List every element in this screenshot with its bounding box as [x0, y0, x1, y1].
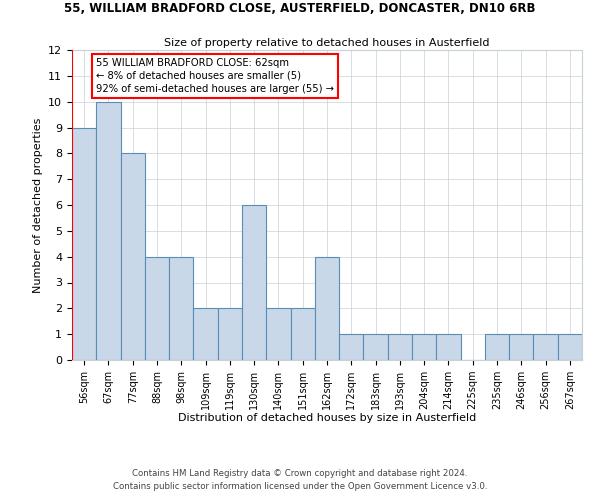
- Bar: [485, 334, 509, 360]
- Bar: [315, 256, 339, 360]
- Bar: [388, 334, 412, 360]
- Bar: [533, 334, 558, 360]
- Bar: [558, 334, 582, 360]
- Bar: [266, 308, 290, 360]
- Bar: [412, 334, 436, 360]
- Bar: [193, 308, 218, 360]
- Text: 55, WILLIAM BRADFORD CLOSE, AUSTERFIELD, DONCASTER, DN10 6RB: 55, WILLIAM BRADFORD CLOSE, AUSTERFIELD,…: [64, 2, 536, 16]
- Bar: [121, 154, 145, 360]
- Text: Contains public sector information licensed under the Open Government Licence v3: Contains public sector information licen…: [113, 482, 487, 491]
- Bar: [96, 102, 121, 360]
- Bar: [339, 334, 364, 360]
- X-axis label: Distribution of detached houses by size in Austerfield: Distribution of detached houses by size …: [178, 414, 476, 424]
- Bar: [290, 308, 315, 360]
- Bar: [242, 205, 266, 360]
- Bar: [436, 334, 461, 360]
- Bar: [169, 256, 193, 360]
- Y-axis label: Number of detached properties: Number of detached properties: [32, 118, 43, 292]
- Title: Size of property relative to detached houses in Austerfield: Size of property relative to detached ho…: [164, 38, 490, 48]
- Bar: [509, 334, 533, 360]
- Bar: [72, 128, 96, 360]
- Text: Contains HM Land Registry data © Crown copyright and database right 2024.: Contains HM Land Registry data © Crown c…: [132, 468, 468, 477]
- Text: 55 WILLIAM BRADFORD CLOSE: 62sqm
← 8% of detached houses are smaller (5)
92% of : 55 WILLIAM BRADFORD CLOSE: 62sqm ← 8% of…: [96, 58, 334, 94]
- Bar: [145, 256, 169, 360]
- Bar: [364, 334, 388, 360]
- Bar: [218, 308, 242, 360]
